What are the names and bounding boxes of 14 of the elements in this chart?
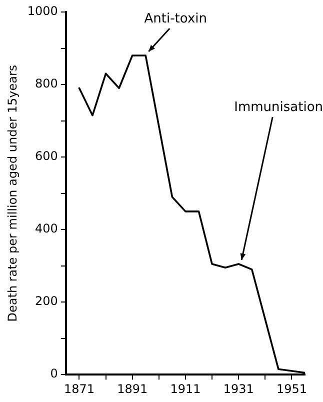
y-tick-label: 200 xyxy=(35,294,58,308)
x-tick-label: 1951 xyxy=(276,382,307,396)
y-tick-label: 800 xyxy=(35,76,58,91)
y-axis-title: Death rate per million aged under 15years xyxy=(5,64,20,322)
y-tick-label: 400 xyxy=(35,222,58,236)
y-tick-label: 0 xyxy=(50,366,58,381)
y-tick-label: 600 xyxy=(35,149,58,164)
x-tick-label: 1891 xyxy=(117,382,148,396)
x-tick-label: 1871 xyxy=(64,382,94,396)
annotation: Immunisation xyxy=(234,100,323,115)
x-tick-label: 1931 xyxy=(223,382,254,396)
y-tick-label: 1000 xyxy=(27,4,58,18)
annotation: Anti-toxin xyxy=(144,11,207,26)
x-tick-label: 1911 xyxy=(170,382,201,396)
